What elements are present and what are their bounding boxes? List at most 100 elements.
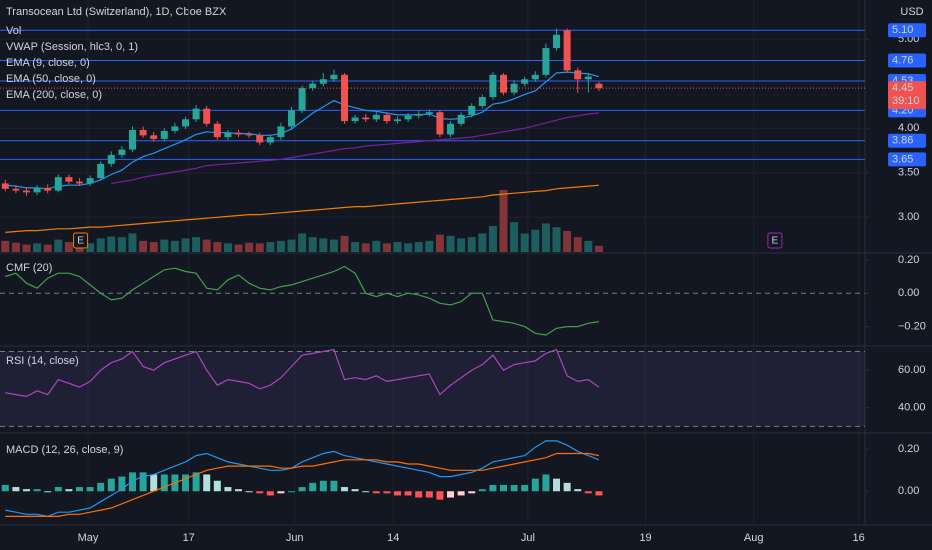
indicator-line (5, 265, 599, 336)
histogram-bar (277, 491, 285, 494)
candle-body (129, 130, 137, 150)
price-line-label: 4.76 (892, 54, 913, 66)
candle-body (425, 112, 433, 114)
histogram-bar (23, 489, 31, 492)
volume-bar (467, 237, 476, 252)
currency: USD (900, 6, 923, 18)
candle-body (245, 134, 253, 136)
histogram-bar (160, 474, 168, 492)
candle-body (150, 135, 158, 139)
histogram-bar (1, 484, 9, 492)
volume-bar (1, 240, 10, 252)
histogram-bar (542, 474, 550, 492)
x-tick-label: Jul (521, 532, 535, 544)
histogram-bar (351, 489, 359, 492)
legend-entry: Vol (6, 25, 21, 37)
candle-body (118, 149, 126, 155)
histogram-bar (44, 491, 52, 493)
candle-body (319, 79, 327, 84)
histogram-bar (65, 489, 73, 492)
volume-bar (266, 242, 275, 252)
x-tick-label: 19 (639, 532, 651, 544)
volume-bar (64, 242, 73, 252)
candle-body (76, 181, 84, 184)
candle-body (86, 178, 94, 184)
price-line-label: 3.65 (892, 153, 913, 165)
histogram-bar (213, 480, 221, 492)
histogram-bar (563, 482, 571, 492)
histogram-bar (266, 491, 274, 496)
event-marker (73, 232, 89, 249)
histogram-bar (404, 491, 412, 496)
pane-title: RSI (14, close) (6, 355, 79, 367)
volume-bar (372, 240, 381, 252)
candle-body (415, 113, 423, 116)
y-tick-label: 0.20 (898, 443, 919, 455)
histogram-bar (107, 478, 115, 492)
volume-bar (86, 243, 95, 252)
volume-bar (510, 222, 519, 252)
countdown: 39:10 (892, 95, 920, 107)
candle-body (65, 177, 73, 182)
volume-bar (170, 240, 179, 252)
volume-bar (107, 236, 116, 252)
histogram-bar (489, 484, 497, 492)
volume-bar (435, 234, 444, 252)
histogram-bar (12, 487, 20, 492)
candle-body (213, 123, 221, 138)
y-tick-label: 0.20 (898, 254, 919, 266)
price-line-tag (888, 53, 926, 68)
histogram-bar (457, 491, 465, 496)
volume-bar (425, 240, 434, 252)
y-tick-label: 3.50 (898, 167, 919, 179)
candle-body (447, 123, 455, 135)
candle-body (478, 97, 486, 106)
volume-bar (192, 237, 201, 252)
histogram-bar (298, 487, 306, 492)
candle-body (44, 187, 52, 191)
candle-body (107, 154, 115, 164)
volume-bar (340, 235, 349, 252)
volume-bar (54, 239, 63, 252)
volume-bar (414, 242, 423, 252)
volume-bar (478, 233, 487, 252)
indicator-line (5, 348, 600, 398)
ema-line (111, 112, 599, 184)
volume-bar (223, 243, 232, 252)
volume-bar (541, 223, 550, 252)
histogram-bar (150, 474, 158, 492)
price-line-tag (888, 152, 926, 167)
y-tick-label: 40.00 (898, 402, 926, 414)
histogram-bar (595, 491, 603, 496)
candle-body (182, 119, 190, 127)
pane-title: CMF (20) (6, 262, 52, 274)
volume-bar (245, 242, 254, 252)
histogram-bar (372, 491, 380, 494)
candle-body (266, 137, 274, 143)
histogram-bar (425, 491, 433, 498)
macd-line (5, 440, 600, 518)
legend-entry: VWAP (Session, hlc3, 0, 1) (6, 41, 138, 53)
candle-body (192, 108, 200, 120)
histogram-bar (330, 480, 338, 492)
candle-body (510, 83, 518, 93)
histogram-bar (33, 489, 41, 492)
candle-body (468, 105, 476, 115)
volume-bar (329, 239, 338, 252)
volume-bar (33, 243, 42, 252)
legend-entry: EMA (50, close, 0) (6, 73, 96, 85)
candle-body (160, 130, 168, 139)
histogram-bar (309, 482, 317, 492)
x-tick-label: 17 (183, 532, 195, 544)
histogram-bar (584, 491, 592, 494)
volume-bar (22, 244, 31, 252)
histogram-bar (319, 480, 327, 492)
histogram-bar (574, 489, 582, 492)
price-line-label: 5.10 (892, 24, 913, 36)
ema-line (5, 184, 599, 233)
histogram-bar (97, 482, 105, 492)
volume-bar (563, 230, 572, 252)
volume-bar (520, 233, 529, 252)
histogram-bar (510, 484, 518, 492)
